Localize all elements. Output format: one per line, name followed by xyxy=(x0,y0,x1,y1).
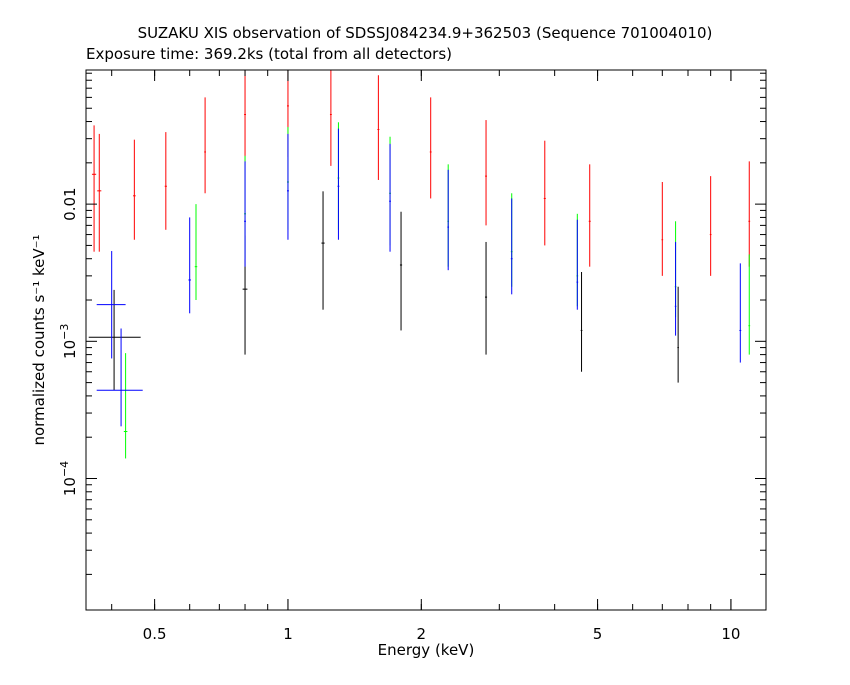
x-tick-label: 10 xyxy=(721,625,740,643)
data-point xyxy=(133,139,136,240)
data-point xyxy=(123,353,128,459)
data-point xyxy=(329,70,332,166)
data-point xyxy=(321,191,325,310)
data-point xyxy=(91,125,97,252)
svg-text:0.01: 0.01 xyxy=(61,187,79,220)
data-point xyxy=(447,169,450,271)
data-point xyxy=(739,263,742,363)
data-point xyxy=(337,128,340,240)
data-point xyxy=(164,132,167,230)
svg-text:10−4: 10−4 xyxy=(58,461,79,496)
data-point xyxy=(194,204,198,301)
data-points-layer xyxy=(88,70,751,459)
data-point xyxy=(580,272,583,372)
data-point xyxy=(485,120,487,226)
series-3 xyxy=(96,128,742,427)
data-point xyxy=(588,164,591,267)
data-point xyxy=(674,241,677,336)
x-tick-label: 2 xyxy=(417,625,427,643)
data-point xyxy=(748,161,751,267)
x-axis-label: Energy (keV) xyxy=(378,641,475,659)
x-tick-label: 0.5 xyxy=(143,625,167,643)
x-tick-label: 1 xyxy=(283,625,293,643)
data-point xyxy=(88,289,141,391)
data-point xyxy=(661,181,664,276)
data-point xyxy=(510,198,513,295)
data-point xyxy=(389,143,391,252)
axis-ticks: 0.5 1 2 5 10 0.01 10−3 10−4 xyxy=(58,70,766,643)
data-point xyxy=(576,219,579,310)
x-tick-label: 5 xyxy=(593,625,603,643)
y-axis-label: normalized counts s⁻¹ keV⁻¹ xyxy=(30,234,48,445)
data-point xyxy=(485,241,488,355)
series-2 xyxy=(123,122,751,459)
plot-frame xyxy=(85,69,767,611)
data-point xyxy=(748,254,751,355)
svg-text:10−3: 10−3 xyxy=(58,324,79,359)
data-point xyxy=(429,97,432,199)
data-point xyxy=(244,161,246,267)
chart-subtitle: Exposure time: 369.2ks (total from all d… xyxy=(86,45,452,63)
data-point xyxy=(399,211,403,331)
data-point xyxy=(244,70,246,163)
data-point xyxy=(97,133,102,252)
data-point xyxy=(709,176,712,276)
y-tick-label: 10−4 xyxy=(58,461,79,496)
data-point xyxy=(96,328,143,427)
data-point xyxy=(96,251,126,359)
y-tick-label: 10−3 xyxy=(58,324,79,359)
data-point xyxy=(188,217,191,314)
series-1 xyxy=(91,70,751,276)
chart-title: SUZAKU XIS observation of SDSSJ084234.9+… xyxy=(138,24,713,42)
data-point xyxy=(677,286,679,383)
y-tick-label: 0.01 xyxy=(61,187,79,220)
data-point xyxy=(543,140,546,246)
data-point xyxy=(204,97,206,194)
data-point xyxy=(377,75,380,180)
data-point xyxy=(286,133,289,240)
